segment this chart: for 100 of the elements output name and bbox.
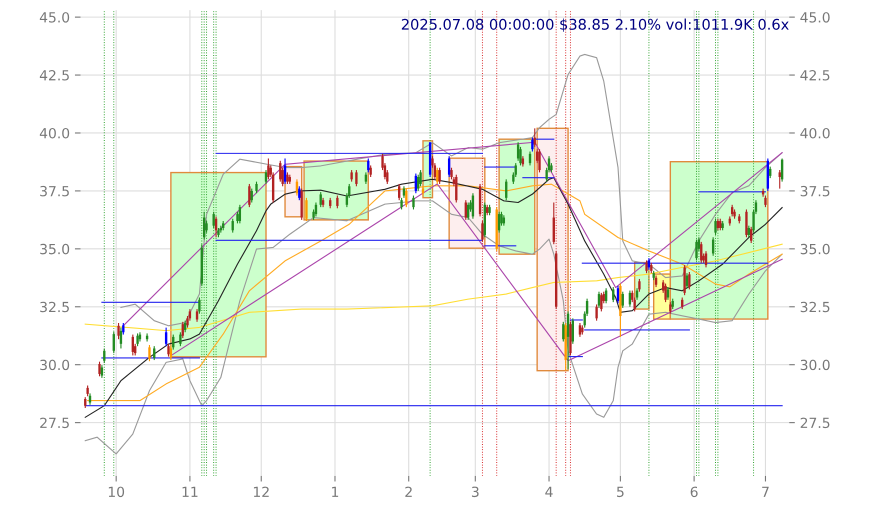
candlestick bbox=[405, 188, 408, 208]
candlestick bbox=[721, 220, 724, 231]
candlestick bbox=[522, 156, 524, 168]
candlestick bbox=[322, 197, 324, 208]
candlestick bbox=[728, 216, 731, 226]
y-tick-label: 42.5 bbox=[40, 70, 69, 81]
candlestick bbox=[238, 204, 242, 224]
candlestick bbox=[267, 158, 270, 180]
candlestick bbox=[232, 218, 234, 234]
candlestick bbox=[296, 178, 298, 196]
candlestick bbox=[170, 346, 172, 361]
candlestick bbox=[438, 167, 441, 185]
candlestick bbox=[212, 211, 215, 229]
y-tick-label: 37.5 bbox=[40, 186, 69, 196]
candlestick bbox=[738, 214, 740, 224]
candlestick bbox=[179, 332, 182, 347]
candlestick bbox=[355, 170, 358, 187]
candlestick bbox=[534, 128, 536, 148]
line-series bbox=[84, 244, 783, 332]
candlestick bbox=[650, 262, 652, 274]
y-tick-label: 27.5 bbox=[40, 418, 69, 428]
candlestick bbox=[369, 164, 372, 178]
candlestick bbox=[336, 194, 339, 209]
candlestick bbox=[466, 202, 470, 220]
candlestick bbox=[652, 270, 655, 281]
candlestick bbox=[681, 296, 684, 310]
line-series bbox=[170, 183, 783, 362]
x-tick-label: 3 bbox=[472, 486, 479, 498]
candlestick bbox=[417, 174, 420, 192]
candlestick bbox=[572, 318, 574, 344]
candlestick bbox=[581, 324, 584, 336]
candlestick bbox=[612, 286, 614, 303]
candlestick bbox=[638, 278, 641, 292]
candlestick bbox=[448, 156, 450, 178]
y-tick-label: 40.0 bbox=[40, 128, 70, 138]
candlestick bbox=[595, 304, 598, 322]
candlestick bbox=[505, 178, 508, 201]
candlestick bbox=[100, 364, 104, 378]
candlestick bbox=[329, 197, 332, 209]
candlestick bbox=[182, 321, 184, 339]
candlestick bbox=[622, 291, 624, 308]
candlestick bbox=[769, 166, 772, 179]
text: 2025.07.08 00:00:00 $38.85 2.10% vol:1011.9K 0.6x bbox=[402, 18, 789, 32]
candlestick bbox=[502, 214, 506, 226]
x-tick-label: 1 bbox=[332, 486, 338, 497]
candlestick bbox=[628, 290, 632, 308]
candlestick bbox=[367, 158, 370, 173]
x-tick-label: 4 bbox=[545, 486, 553, 497]
candlestick bbox=[202, 211, 206, 240]
candlestick bbox=[719, 218, 722, 231]
candlestick bbox=[566, 310, 570, 370]
candlestick bbox=[488, 204, 491, 216]
candlestick bbox=[748, 225, 750, 238]
x-tick-label: 7 bbox=[762, 486, 769, 497]
candlestick bbox=[436, 167, 438, 185]
candlestick bbox=[198, 296, 201, 314]
candlestick bbox=[364, 172, 368, 185]
candlestick bbox=[516, 142, 520, 162]
candlestick bbox=[688, 271, 691, 290]
candlestick bbox=[298, 186, 300, 201]
y2-tick-label: 30.0 bbox=[800, 360, 830, 370]
candlestick bbox=[700, 241, 702, 264]
candlestick bbox=[562, 321, 564, 342]
x-tick-label: 11 bbox=[182, 486, 198, 497]
candlestick bbox=[222, 220, 224, 231]
y2-tick-label: 40.0 bbox=[800, 128, 830, 138]
candlestick bbox=[136, 332, 139, 347]
candlestick bbox=[250, 188, 253, 204]
candlestick bbox=[604, 288, 608, 304]
candlestick bbox=[531, 137, 534, 152]
candlestick bbox=[120, 327, 122, 350]
x-tick-label: 6 bbox=[690, 486, 698, 498]
candlestick bbox=[286, 172, 289, 185]
candlestick bbox=[288, 174, 291, 185]
y2-tick-label: 37.5 bbox=[800, 186, 830, 196]
candlestick bbox=[164, 327, 168, 347]
x-tick-label: 12 bbox=[254, 486, 269, 497]
y2-tick-label: 42.5 bbox=[800, 70, 830, 81]
candlestick bbox=[464, 200, 467, 220]
candlestick bbox=[122, 322, 124, 336]
y2-tick-label: 27.5 bbox=[800, 418, 830, 428]
candlestick bbox=[664, 283, 667, 303]
candlestick bbox=[455, 174, 458, 204]
candlestick bbox=[419, 170, 422, 187]
candlestick bbox=[84, 396, 86, 409]
candlestick bbox=[279, 160, 282, 182]
y2-tick-label: 32.5 bbox=[800, 302, 830, 312]
candlestick bbox=[600, 292, 603, 312]
candlestick bbox=[712, 236, 714, 256]
candlestick bbox=[486, 204, 488, 216]
candlestick bbox=[414, 172, 418, 194]
y-tick-label: 32.5 bbox=[40, 302, 69, 312]
candlestick bbox=[132, 334, 134, 356]
candlestick bbox=[778, 170, 781, 190]
y-tick-label: 45.0 bbox=[40, 12, 70, 23]
candlestick bbox=[153, 346, 156, 361]
candlestick bbox=[398, 183, 400, 201]
candlestick bbox=[400, 197, 403, 210]
y2-tick-label: 45.0 bbox=[800, 12, 830, 23]
candlestick bbox=[248, 183, 251, 208]
